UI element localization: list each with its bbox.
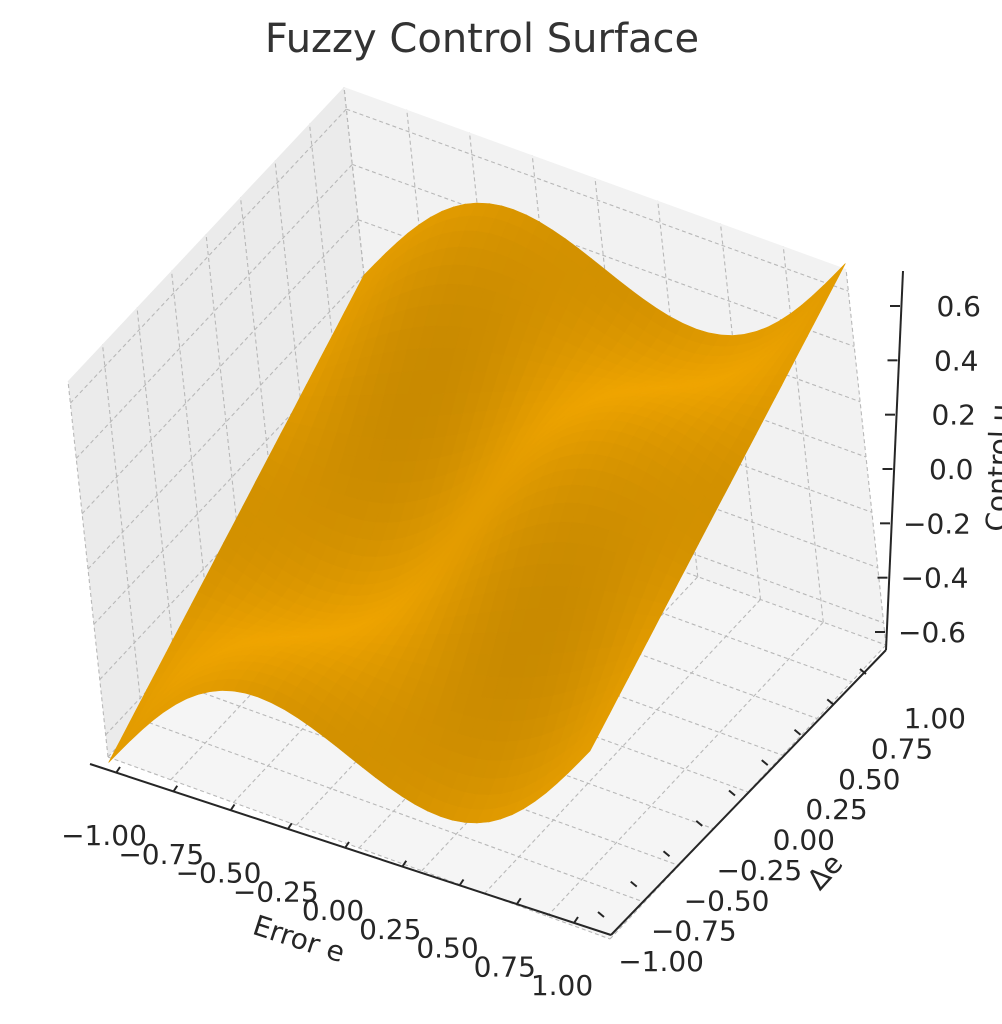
x-tick-mark xyxy=(286,822,293,830)
z-back-gridline xyxy=(352,163,855,347)
y-tick-mark xyxy=(630,880,638,888)
surface-face xyxy=(578,738,597,763)
z-back-gridline xyxy=(346,108,849,292)
x-tick-label: 0.50 xyxy=(416,932,478,965)
y-floor-gridline xyxy=(107,756,611,940)
x-tick-label: 0.00 xyxy=(302,894,364,927)
surface-mesh xyxy=(108,202,846,824)
x-tick-mark xyxy=(344,841,350,849)
x-tick-label: −0.75 xyxy=(118,838,204,871)
x-axis-ticks: −1.00−0.75−0.50−0.250.000.250.500.751.00 xyxy=(61,766,593,1002)
chart-title: Fuzzy Control Surface xyxy=(265,16,699,62)
z-left-gridline xyxy=(75,164,353,459)
x-tick-label: 1.00 xyxy=(531,969,593,1002)
z-tick-label: 0.6 xyxy=(936,290,981,323)
y-tick-label: −0.75 xyxy=(651,915,737,948)
x-axis-line xyxy=(89,763,612,936)
x-tick-mark xyxy=(573,916,579,924)
x-floor-gridline xyxy=(484,599,761,894)
y-tick-mark xyxy=(728,789,736,797)
z-left-gridline xyxy=(69,108,347,404)
x-floor-gridline xyxy=(609,644,887,940)
z-left-gridline xyxy=(81,219,359,515)
x-back-gridline xyxy=(782,246,824,623)
y-tick-label: 1.00 xyxy=(904,702,966,735)
y-tick-label: 0.50 xyxy=(838,763,900,796)
y-tick-mark xyxy=(695,820,703,827)
x-tick-label: −1.00 xyxy=(61,819,147,852)
x-tick-mark xyxy=(401,860,408,868)
y-tick-label: −1.00 xyxy=(618,945,704,978)
z-tick-label: −0.4 xyxy=(901,562,969,595)
y-tick-label: 0.75 xyxy=(871,732,933,765)
y-tick-mark xyxy=(597,911,605,918)
z-left-gridline xyxy=(87,274,365,570)
y-tick-label: −0.25 xyxy=(716,854,802,887)
z-axis-ticks: −0.6 −0.4 −0.2 0.0 0.2 0.4 0.6 xyxy=(875,290,981,649)
x-tick-mark xyxy=(515,897,522,905)
y-tick-label: −0.50 xyxy=(684,884,770,917)
z-axis-label: Control u xyxy=(980,403,1002,532)
x-tick-label: −0.50 xyxy=(176,857,262,890)
x-tick-mark xyxy=(172,785,179,793)
z-tick-label: 0.4 xyxy=(934,344,979,377)
x-tick-mark xyxy=(229,803,236,812)
y-axis-line xyxy=(610,649,887,936)
z-tick-label: −0.6 xyxy=(898,616,966,649)
y-tick-mark xyxy=(793,728,802,736)
x-tick-label: −0.25 xyxy=(233,875,319,908)
x-floor-gridline xyxy=(546,621,824,917)
z-tick-label: −0.2 xyxy=(903,507,971,540)
y-axis-ticks: −1.00−0.75−0.50−0.250.000.250.500.751.00 xyxy=(597,668,966,978)
y-tick-label: 0.00 xyxy=(773,824,835,857)
x-tick-label: 0.25 xyxy=(359,913,421,946)
x-tick-mark xyxy=(115,766,121,774)
z-axis-line xyxy=(885,270,904,651)
y-tick-label: 0.25 xyxy=(805,793,867,826)
z-tick-label: 0.2 xyxy=(931,399,976,432)
y-floor-gridline xyxy=(142,719,645,903)
x-tick-mark xyxy=(458,878,465,887)
y-tick-mark xyxy=(662,850,671,858)
z-tick-label: 0.0 xyxy=(929,453,974,486)
x-tick-label: 0.75 xyxy=(474,950,536,983)
axis-lines xyxy=(89,270,904,936)
y-tick-mark xyxy=(826,698,834,706)
y-tick-mark xyxy=(859,668,867,675)
y-tick-mark xyxy=(761,759,769,766)
